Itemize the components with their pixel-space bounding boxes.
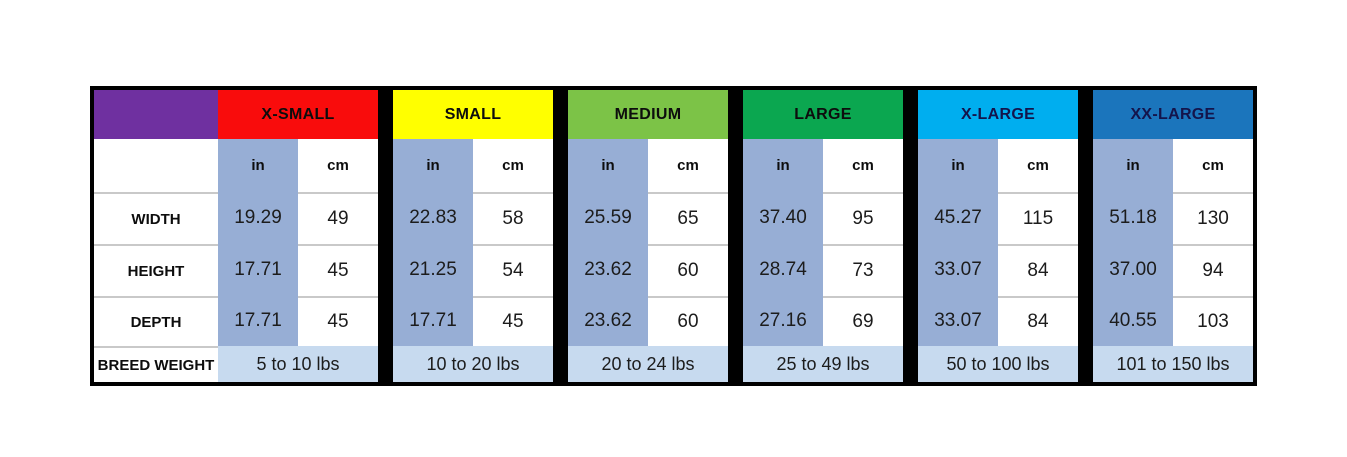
size-block-small: SMALL in 22.83 21.25 17.71 cm 58 54 45 1… — [393, 90, 553, 382]
size-header: X-SMALL — [218, 90, 378, 139]
unit-in-cell: in — [426, 157, 440, 174]
depth-in-cell: 17.71 — [234, 310, 282, 331]
unit-in-cell: in — [251, 157, 265, 174]
unit-cm-cell: cm — [677, 157, 699, 174]
height-cm-cell: 94 — [1173, 244, 1253, 296]
size-block-medium: MEDIUM in 25.59 23.62 23.62 cm 65 60 60 … — [568, 90, 728, 382]
cm-column: cm 115 84 84 — [998, 139, 1078, 346]
width-cm-cell: 49 — [298, 192, 378, 244]
unit-in-cell: in — [601, 157, 615, 174]
height-cm-cell: 60 — [648, 244, 728, 296]
unit-cm-cell: cm — [1027, 157, 1049, 174]
depth-in-cell: 40.55 — [1109, 310, 1157, 331]
breed-weight-value: 50 to 100 lbs — [918, 346, 1078, 382]
unit-in-cell: in — [951, 157, 965, 174]
breed-weight-value: 5 to 10 lbs — [218, 346, 378, 382]
column-separator — [728, 90, 743, 382]
unit-in-cell: in — [1126, 157, 1140, 174]
depth-cm-cell: 103 — [1173, 296, 1253, 346]
corner-cell — [94, 90, 218, 139]
height-in-cell: 17.71 — [234, 259, 282, 280]
depth-cm-cell: 45 — [298, 296, 378, 346]
depth-cm-cell: 45 — [473, 296, 553, 346]
width-cm-cell: 130 — [1173, 192, 1253, 244]
size-header: XX-LARGE — [1093, 90, 1253, 139]
breed-weight-value: 20 to 24 lbs — [568, 346, 728, 382]
size-header: LARGE — [743, 90, 903, 139]
in-column: in 22.83 21.25 17.71 — [393, 139, 473, 346]
size-header: X-LARGE — [918, 90, 1078, 139]
cm-column: cm 130 94 103 — [1173, 139, 1253, 346]
height-cm-cell: 84 — [998, 244, 1078, 296]
size-header-label: SMALL — [444, 105, 502, 123]
breed-weight-value: 101 to 150 lbs — [1093, 346, 1253, 382]
row-label-depth: DEPTH — [94, 296, 218, 346]
row-label-breed-weight: BREED WEIGHT — [94, 346, 218, 382]
depth-cm-cell: 84 — [998, 296, 1078, 346]
column-separator — [378, 90, 393, 382]
depth-in-cell: 17.71 — [409, 310, 457, 331]
breed-weight-value: 10 to 20 lbs — [393, 346, 553, 382]
size-header: SMALL — [393, 90, 553, 139]
width-in-cell: 45.27 — [934, 207, 982, 228]
width-cm-cell: 95 — [823, 192, 903, 244]
width-cm-cell: 115 — [998, 192, 1078, 244]
size-header-label: X-SMALL — [261, 105, 335, 123]
unit-cm-cell: cm — [852, 157, 874, 174]
column-separator — [1078, 90, 1093, 382]
unit-in-cell: in — [776, 157, 790, 174]
width-cm-cell: 58 — [473, 192, 553, 244]
unit-cm-cell: cm — [502, 157, 524, 174]
unit-cm-cell: cm — [327, 157, 349, 174]
unit-cm-cell: cm — [1202, 157, 1224, 174]
height-cm-cell: 45 — [298, 244, 378, 296]
size-block-x-small: X-SMALL in 19.29 17.71 17.71 cm 49 45 45… — [218, 90, 378, 382]
size-block-large: LARGE in 37.40 28.74 27.16 cm 95 73 69 2… — [743, 90, 903, 382]
width-cm-cell: 65 — [648, 192, 728, 244]
height-in-cell: 21.25 — [409, 259, 457, 280]
size-header-label: XX-LARGE — [1130, 105, 1216, 123]
breed-weight-value: 25 to 49 lbs — [743, 346, 903, 382]
cm-column: cm 65 60 60 — [648, 139, 728, 346]
in-column: in 25.59 23.62 23.62 — [568, 139, 648, 346]
cm-column: cm 58 54 45 — [473, 139, 553, 346]
height-in-cell: 37.00 — [1109, 259, 1157, 280]
depth-cm-cell: 69 — [823, 296, 903, 346]
height-in-cell: 23.62 — [584, 259, 632, 280]
size-header-label: MEDIUM — [614, 105, 682, 123]
width-in-cell: 19.29 — [234, 207, 282, 228]
size-header-label: LARGE — [794, 105, 852, 123]
size-header-label: X-LARGE — [960, 105, 1036, 123]
width-in-cell: 22.83 — [409, 207, 457, 228]
depth-in-cell: 27.16 — [759, 310, 807, 331]
height-in-cell: 33.07 — [934, 259, 982, 280]
size-chart-table: WIDTH HEIGHT DEPTH BREED WEIGHT X-SMALL … — [90, 86, 1257, 386]
in-column: in 19.29 17.71 17.71 — [218, 139, 298, 346]
row-label-width: WIDTH — [94, 192, 218, 244]
in-column: in 51.18 37.00 40.55 — [1093, 139, 1173, 346]
width-in-cell: 37.40 — [759, 207, 807, 228]
size-header: MEDIUM — [568, 90, 728, 139]
empty-label-cell — [94, 139, 218, 192]
column-separator — [553, 90, 568, 382]
column-separator — [903, 90, 918, 382]
depth-cm-cell: 60 — [648, 296, 728, 346]
depth-in-cell: 23.62 — [584, 310, 632, 331]
row-label-height: HEIGHT — [94, 244, 218, 296]
width-in-cell: 25.59 — [584, 207, 632, 228]
cm-column: cm 95 73 69 — [823, 139, 903, 346]
width-in-cell: 51.18 — [1109, 207, 1157, 228]
height-cm-cell: 54 — [473, 244, 553, 296]
height-cm-cell: 73 — [823, 244, 903, 296]
cm-column: cm 49 45 45 — [298, 139, 378, 346]
in-column: in 37.40 28.74 27.16 — [743, 139, 823, 346]
size-block-x-large: X-LARGE in 45.27 33.07 33.07 cm 115 84 8… — [918, 90, 1078, 382]
in-column: in 45.27 33.07 33.07 — [918, 139, 998, 346]
size-block-xx-large: XX-LARGE in 51.18 37.00 40.55 cm 130 94 … — [1093, 90, 1253, 382]
depth-in-cell: 33.07 — [934, 310, 982, 331]
row-label-column: WIDTH HEIGHT DEPTH BREED WEIGHT — [94, 90, 218, 382]
height-in-cell: 28.74 — [759, 259, 807, 280]
